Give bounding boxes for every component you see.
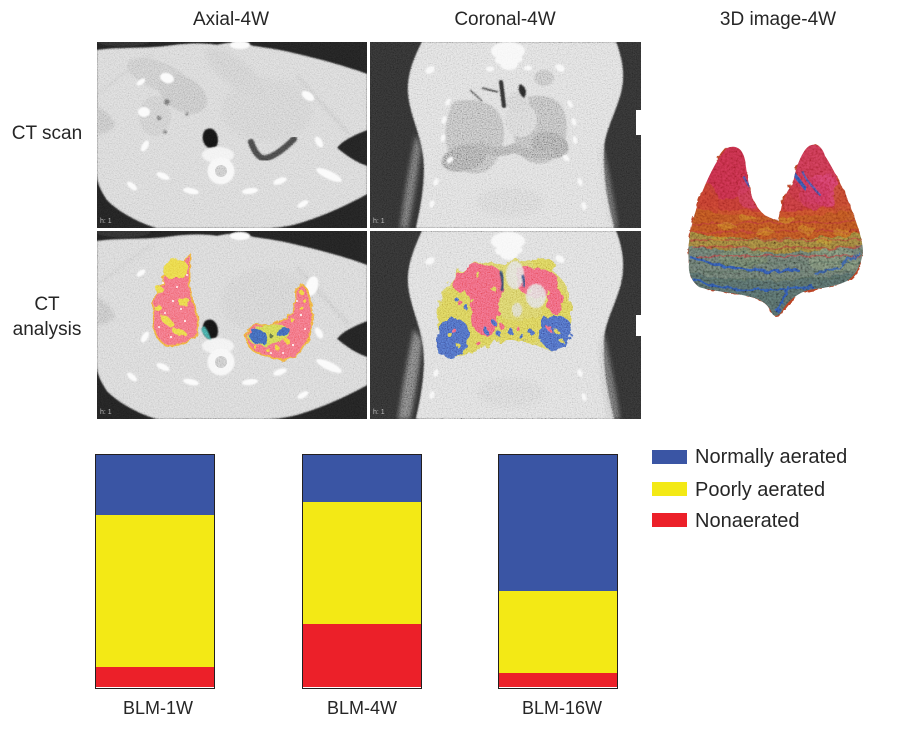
svg-text:h: 1: h: 1 xyxy=(373,218,385,225)
svg-text:h: 1: h: 1 xyxy=(373,409,385,416)
svg-text:h: 1: h: 1 xyxy=(100,218,112,225)
svg-text:h: 1: h: 1 xyxy=(100,409,112,416)
